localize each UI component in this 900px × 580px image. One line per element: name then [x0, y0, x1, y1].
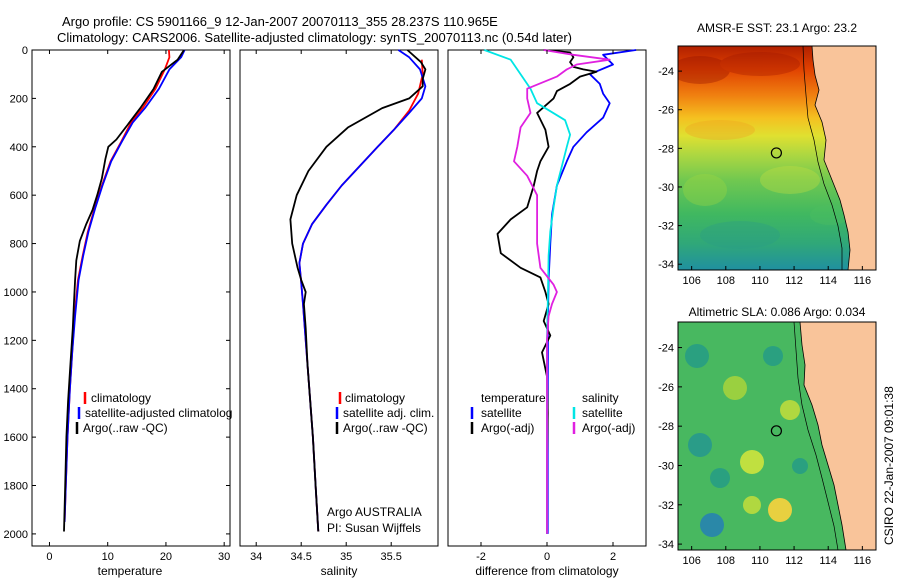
footer-timestamp: CSIRO 22-Jan-2007 09:01:38	[882, 386, 896, 545]
temperature-series-argo-raw-qc	[63, 49, 185, 532]
sla_map-ytick-label: -30	[658, 460, 674, 472]
temperature-series-satellite-adjusted-climatolog	[63, 49, 186, 522]
legend-heading-temperature: temperature	[481, 391, 546, 405]
sla_map-ytick-label: -24	[658, 343, 674, 355]
sla_map-xtick-label: 110	[751, 555, 769, 567]
principal-investigator-label: PI: Susan Wijffels	[327, 521, 421, 535]
sla-land	[799, 322, 876, 550]
sst-land	[811, 46, 876, 270]
depth-tick-label: 1000	[4, 287, 28, 299]
salinity-axis-label: salinity	[321, 564, 358, 578]
sla_map-xtick-label: 112	[785, 555, 803, 567]
depth-tick-label: 400	[10, 142, 28, 154]
difference-series-salinity-satellite	[483, 49, 571, 534]
sla_map-xtick-label: 108	[717, 555, 735, 567]
depth-tick-label: 600	[10, 190, 28, 202]
legend-label-argo: Argo(..raw -QC)	[83, 421, 168, 435]
sla_map-ytick-label: -26	[658, 382, 674, 394]
sst_map-ytick-label: -32	[658, 221, 674, 233]
sst-field-texture	[678, 52, 850, 249]
sst-map-frame	[677, 45, 877, 271]
legend-label-salinity-satellite: satellite	[582, 406, 623, 420]
sst-argo-position-marker	[770, 147, 783, 159]
depth-tick-label: 800	[10, 239, 28, 251]
sst_map-ytick-label: -30	[658, 182, 674, 194]
sst_map-xtick-label: 116	[854, 275, 872, 287]
salinity-xtick-label: 34.5	[290, 551, 311, 563]
sst-shelf-contour	[802, 46, 843, 270]
sst_map-xtick-label: 114	[819, 275, 837, 287]
temperature-panel: 0 10 20 30 0 200 400 600 800 1000 1200 1400 1600 180…	[4, 45, 233, 578]
difference-panel: -2 0 2 difference from climatology tempera…	[447, 49, 647, 578]
legend-heading-salinity: salinity	[582, 391, 619, 405]
depth-tick-label: 1400	[4, 384, 28, 396]
difference-series-salinity-argo-adj	[513, 49, 611, 534]
sla_map-xtick-label: 116	[854, 555, 872, 567]
difference-xtick-label: -2	[476, 551, 486, 563]
sst_map-ytick-label: -28	[658, 143, 674, 155]
depth-tick-label: 1600	[4, 432, 28, 444]
sst-map-title: AMSR-E SST: 23.1 Argo: 23.2	[697, 21, 857, 35]
temperature-xtick-label: 20	[160, 551, 172, 563]
depth-tick-label: 0	[22, 45, 28, 57]
sla-argo-position-marker	[770, 425, 783, 437]
legend-label-climatology: climatology	[91, 391, 151, 405]
sst_map-ytick-label: -24	[658, 66, 674, 78]
difference-xtick-label: 0	[544, 551, 550, 563]
figure-title-line1: Argo profile: CS 5901166_9 12-Jan-2007 2…	[62, 14, 498, 29]
depth-tick-label: 1800	[4, 481, 28, 493]
sla-map-title: Altimetric SLA: 0.086 Argo: 0.034	[689, 305, 866, 319]
sla_map-ytick-label: -32	[658, 500, 674, 512]
difference-series-temperature-argo-adj	[496, 49, 598, 534]
sst_map-xtick-label: 108	[717, 275, 735, 287]
sst_map-ytick-label: -34	[658, 259, 674, 271]
figure-title-line2: Climatology: CARS2006. Satellite-adjuste…	[57, 30, 572, 45]
temperature-xtick-label: 30	[218, 551, 230, 563]
depth-tick-label: 1200	[4, 335, 28, 347]
sst-map-panel: AMSR-E SST: 23.1 Argo: 23.2 106 108 110 112…	[658, 21, 877, 287]
difference-legend: temperature satellite Argo(-adj) salinit…	[470, 391, 635, 435]
sla_map-ytick-label: -28	[658, 421, 674, 433]
legend-label-climatology: climatology	[345, 391, 405, 405]
salinity-axes-frame	[239, 49, 439, 547]
float-program-label: Argo AUSTRALIA	[327, 505, 422, 519]
legend-label-temperature-satellite: satellite	[481, 406, 522, 420]
sla-map-frame	[677, 321, 877, 551]
temperature-xtick-label: 10	[102, 551, 114, 563]
salinity-xtick-label: 34	[250, 551, 262, 563]
sla-map-panel: Altimetric SLA: 0.086 Argo: 0.034 106 108…	[658, 305, 877, 567]
sla_map-xtick-label: 106	[682, 555, 700, 567]
sla-shelf-contour	[793, 322, 839, 550]
legend-label-satellite: satellite-adjusted climatolog	[85, 406, 232, 420]
sst_map-xtick-label: 106	[682, 275, 700, 287]
legend-label-satellite: satellite adj. clim.	[343, 406, 434, 420]
sst_map-xtick-label: 110	[751, 275, 769, 287]
sla-field-texture	[685, 344, 808, 537]
depth-tick-label: 2000	[4, 529, 28, 541]
temperature-axis-label: temperature	[98, 564, 163, 578]
salinity-series-argo-raw-qc	[289, 49, 427, 532]
salinity-xtick-label: 35.5	[380, 551, 401, 563]
sla_map-ytick-label: -34	[658, 539, 674, 551]
salinity-panel: 34 34.5 35 35.5 salinity climatology satell…	[239, 49, 439, 578]
difference-xtick-label: 2	[610, 551, 616, 563]
sst_map-xtick-label: 112	[785, 275, 803, 287]
legend-label-temperature-argo: Argo(-adj)	[481, 421, 534, 435]
salinity-xtick-label: 35	[340, 551, 352, 563]
sla_map-xtick-label: 114	[819, 555, 837, 567]
salinity-legend: climatology satellite adj. clim. Argo(..…	[335, 391, 434, 435]
legend-label-salinity-argo: Argo(-adj)	[582, 421, 635, 435]
legend-label-argo: Argo(..raw -QC)	[343, 421, 428, 435]
sst_map-ytick-label: -26	[658, 105, 674, 117]
depth-tick-label: 200	[10, 93, 28, 105]
temperature-legend: climatology satellite-adjusted climatolo…	[75, 391, 232, 435]
temperature-xtick-label: 0	[46, 551, 52, 563]
difference-axis-label: difference from climatology	[475, 564, 618, 578]
